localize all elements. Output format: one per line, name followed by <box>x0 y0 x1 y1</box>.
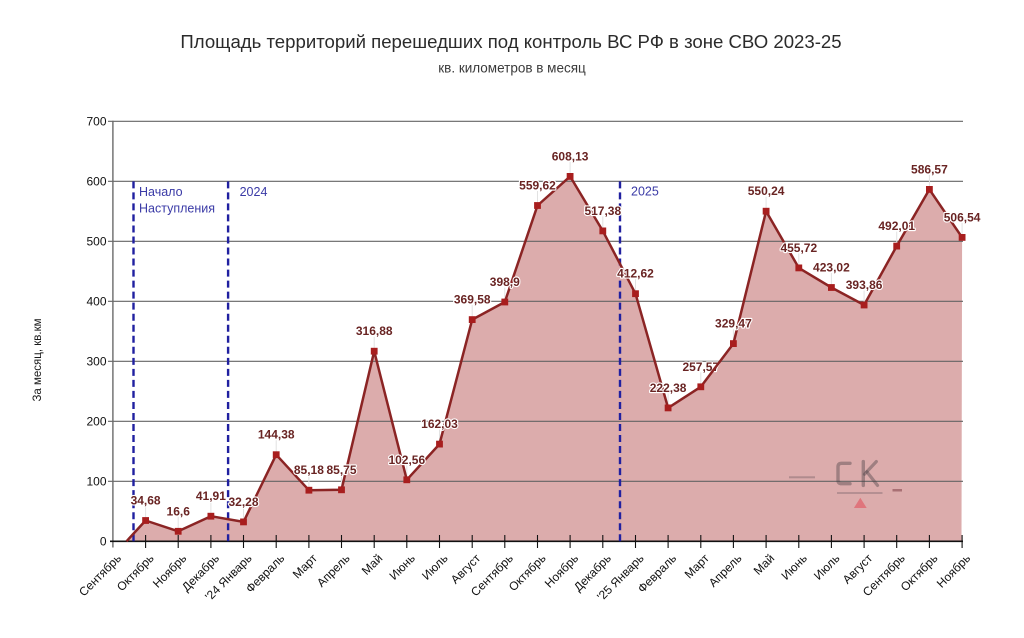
svg-text:32,28: 32,28 <box>228 495 258 509</box>
svg-text:398,9: 398,9 <box>490 275 520 289</box>
svg-text:559,62: 559,62 <box>519 179 556 193</box>
svg-text:492,01: 492,01 <box>878 219 915 233</box>
svg-text:423,02: 423,02 <box>813 261 850 275</box>
svg-text:144,38: 144,38 <box>258 428 295 442</box>
svg-text:600: 600 <box>86 175 106 189</box>
svg-text:2025: 2025 <box>631 185 659 199</box>
svg-text:517,38: 517,38 <box>584 204 621 218</box>
svg-text:162,03: 162,03 <box>421 417 458 431</box>
svg-text:кв. километров в месяц: кв. километров в месяц <box>438 61 586 76</box>
svg-text:Начало: Начало <box>139 185 183 199</box>
svg-text:Наступления: Наступления <box>139 202 215 216</box>
svg-text:222,38: 222,38 <box>650 381 687 395</box>
svg-text:2024: 2024 <box>240 185 268 199</box>
svg-text:586,57: 586,57 <box>911 162 948 176</box>
svg-text:34,68: 34,68 <box>131 494 161 508</box>
svg-text:550,24: 550,24 <box>748 184 785 198</box>
svg-text:393,86: 393,86 <box>846 278 883 292</box>
svg-text:257,57: 257,57 <box>682 360 719 374</box>
svg-text:455,72: 455,72 <box>780 241 817 255</box>
svg-text:400: 400 <box>86 295 106 309</box>
svg-text:200: 200 <box>86 415 106 429</box>
svg-text:700: 700 <box>86 115 106 129</box>
svg-text:85,18: 85,18 <box>294 463 324 477</box>
svg-text:608,13: 608,13 <box>552 149 589 163</box>
svg-text:500: 500 <box>86 235 106 249</box>
svg-text:412,62: 412,62 <box>617 267 654 281</box>
svg-text:316,88: 316,88 <box>356 324 393 338</box>
svg-text:0: 0 <box>100 535 107 549</box>
svg-text:16,6: 16,6 <box>167 504 191 518</box>
svg-text:За месяц, кв.км: За месяц, кв.км <box>32 318 44 401</box>
svg-text:41,91: 41,91 <box>196 489 226 503</box>
svg-text:85,75: 85,75 <box>326 463 356 477</box>
svg-text:506,54: 506,54 <box>944 210 981 224</box>
svg-text:300: 300 <box>86 355 106 369</box>
svg-text:369,58: 369,58 <box>454 293 491 307</box>
svg-text:329,47: 329,47 <box>715 317 752 331</box>
svg-text:Площадь территорий перешедших: Площадь территорий перешедших под контро… <box>180 31 841 52</box>
svg-text:102,56: 102,56 <box>388 453 425 467</box>
svg-text:100: 100 <box>86 475 106 489</box>
